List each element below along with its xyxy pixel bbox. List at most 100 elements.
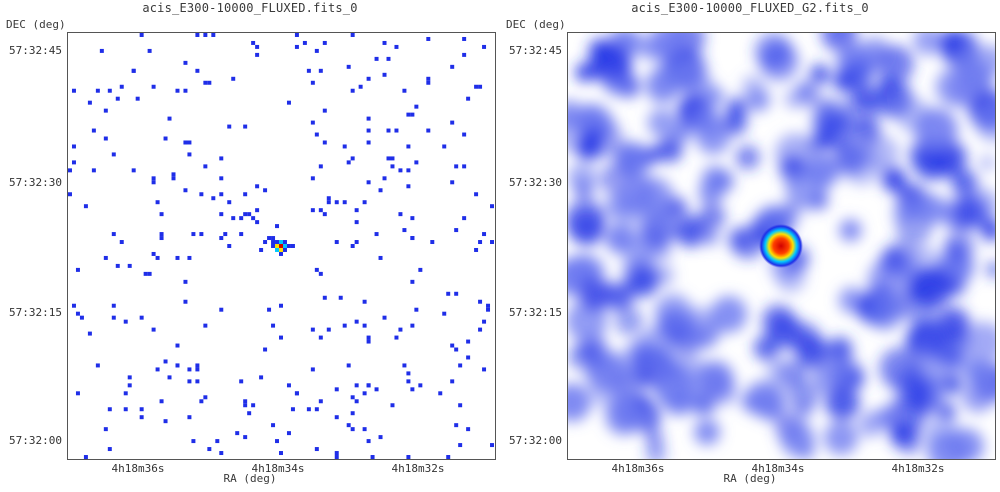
photon-event <box>410 236 415 241</box>
photon-event <box>362 391 367 396</box>
photon-event <box>211 33 216 37</box>
photon-event <box>342 144 347 149</box>
right-image-canvas[interactable] <box>567 32 996 460</box>
photon-event <box>255 44 260 49</box>
photon-event <box>322 140 327 145</box>
photon-event <box>310 327 315 332</box>
photon-event <box>147 48 152 53</box>
right-xtick-2: 4h18m34s <box>751 462 805 475</box>
photon-event <box>71 88 76 93</box>
photon-event <box>243 403 248 408</box>
photon-event <box>247 212 252 217</box>
photon-event <box>362 200 367 205</box>
photon-event <box>346 64 351 69</box>
photon-event <box>139 33 144 37</box>
right-ytick-2: 57:32:30 <box>509 176 562 189</box>
photon-event <box>219 156 224 161</box>
photon-event <box>251 40 256 45</box>
left-x-axis-title: RA (deg) <box>223 472 277 485</box>
photon-event <box>115 263 120 268</box>
photon-event <box>366 116 371 121</box>
photon-event <box>171 176 176 181</box>
photon-event <box>267 236 272 241</box>
photon-event <box>410 216 415 221</box>
left-panel-title: acis_E300-10000_FLUXED.fits_0 <box>142 1 358 15</box>
photon-event <box>131 68 136 73</box>
photon-event <box>279 335 283 340</box>
photon-event <box>426 76 431 81</box>
photon-event <box>334 200 339 205</box>
photon-event <box>374 56 379 61</box>
photon-event <box>334 451 339 456</box>
photon-event <box>123 407 128 412</box>
photon-event <box>366 339 371 344</box>
left-xtick-2: 4h18m34s <box>251 462 305 475</box>
photon-event <box>159 212 164 217</box>
photon-event <box>306 407 311 412</box>
photon-event <box>143 271 148 276</box>
photon-event <box>195 33 200 37</box>
photon-event <box>195 363 200 368</box>
photon-event <box>458 363 463 368</box>
photon-event <box>374 387 379 392</box>
photon-event <box>103 136 108 141</box>
photon-event <box>446 291 451 296</box>
point-source-pixel <box>286 244 291 248</box>
left-image-canvas[interactable] <box>67 32 496 460</box>
photon-event <box>314 132 319 137</box>
photon-event <box>406 144 411 149</box>
photon-event <box>135 96 140 101</box>
photon-event <box>346 160 351 165</box>
photon-event <box>490 240 495 245</box>
photon-event <box>151 327 156 332</box>
photon-event <box>406 455 411 459</box>
photon-event <box>450 64 455 69</box>
photon-event <box>474 192 479 197</box>
photon-event <box>175 88 180 93</box>
photon-event <box>267 307 272 312</box>
photon-event <box>474 84 479 89</box>
point-source <box>759 224 803 268</box>
point-source-pixel <box>275 247 280 252</box>
photon-event <box>115 96 120 101</box>
photon-event <box>219 451 224 456</box>
photon-event <box>466 339 471 344</box>
photon-event <box>302 40 307 45</box>
photon-event <box>155 200 160 205</box>
photon-event <box>414 160 419 165</box>
photon-event <box>482 44 487 49</box>
photon-event <box>271 240 276 245</box>
photon-event <box>366 76 371 81</box>
photon-event <box>290 407 295 412</box>
photon-event <box>91 128 96 133</box>
photon-event <box>390 164 395 169</box>
photon-event <box>458 443 463 448</box>
photon-event <box>338 295 343 300</box>
photon-event <box>294 44 299 49</box>
photon-event <box>406 379 411 384</box>
photon-event <box>111 303 116 308</box>
photon-event <box>406 168 411 173</box>
point-source-pixel <box>282 247 287 252</box>
photon-event <box>195 367 200 372</box>
photon-event <box>87 331 92 336</box>
photon-event <box>207 447 212 452</box>
photon-event <box>103 108 108 113</box>
photon-event <box>318 335 323 340</box>
photon-event <box>159 236 164 241</box>
photon-event <box>410 279 415 284</box>
photon-event <box>450 379 455 384</box>
photon-event <box>195 379 200 384</box>
photon-event <box>183 140 188 145</box>
photon-event <box>314 407 319 412</box>
photon-event <box>255 208 260 213</box>
photon-event <box>167 116 172 121</box>
photon-event <box>466 96 471 101</box>
photon-event <box>107 407 112 412</box>
photon-event <box>203 323 208 328</box>
photon-event <box>187 415 192 420</box>
photon-event <box>382 40 387 45</box>
photon-event <box>426 36 431 41</box>
photon-event <box>111 232 116 237</box>
photon-event <box>394 335 399 340</box>
